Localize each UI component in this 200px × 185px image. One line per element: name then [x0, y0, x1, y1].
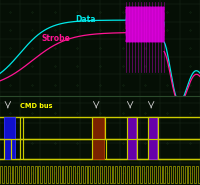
- Text: Strobe: Strobe: [42, 34, 71, 43]
- Bar: [127, 117, 136, 159]
- Text: CMD bus: CMD bus: [20, 103, 52, 109]
- Bar: [148, 117, 157, 159]
- Text: Data: Data: [75, 15, 96, 24]
- Bar: [92, 117, 104, 159]
- Bar: [4, 117, 15, 159]
